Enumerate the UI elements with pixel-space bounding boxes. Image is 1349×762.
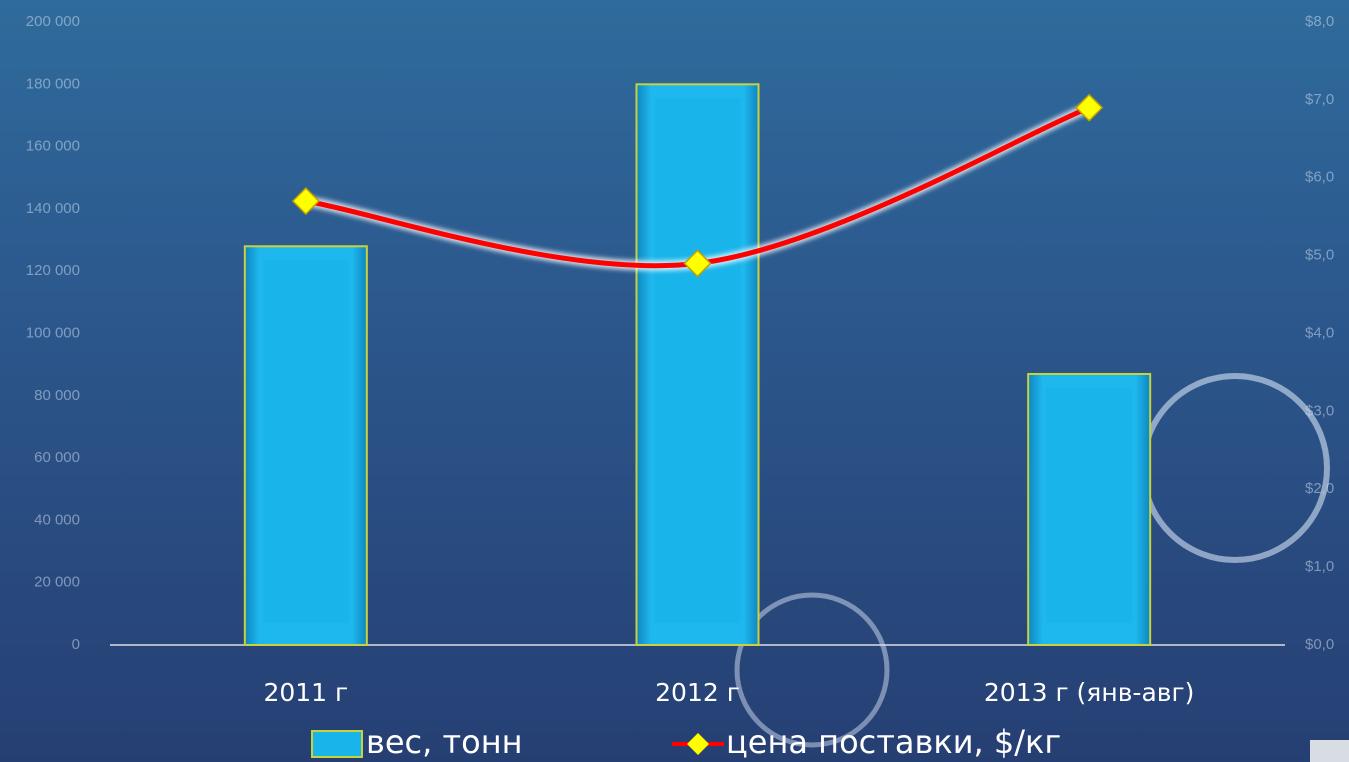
y2-tick-label: $3,0 bbox=[1305, 402, 1334, 419]
bubble bbox=[734, 592, 890, 748]
y-tick-label: 100 000 bbox=[26, 324, 80, 341]
legend-label: цена поставки, $/кг bbox=[726, 723, 1061, 761]
y-tick-label: 60 000 bbox=[34, 449, 80, 466]
y2-tick-label: $5,0 bbox=[1305, 247, 1334, 264]
y2-tick-label: $0,0 bbox=[1305, 636, 1334, 653]
y-tick-label: 120 000 bbox=[26, 262, 80, 279]
bar-face bbox=[262, 260, 349, 623]
y2-tick-label: $2,0 bbox=[1305, 480, 1334, 497]
bar-face bbox=[654, 98, 741, 624]
legend-swatch bbox=[311, 730, 363, 758]
y2-tick-label: $7,0 bbox=[1305, 91, 1334, 108]
x-tick-label: 2012 г bbox=[655, 678, 740, 707]
y-tick-label: 140 000 bbox=[26, 200, 80, 217]
legend-label: вес, тонн bbox=[366, 723, 523, 761]
x-tick-label: 2013 г (янв-авг) bbox=[984, 678, 1195, 707]
corner-box bbox=[1310, 740, 1349, 762]
y2-tick-label: $6,0 bbox=[1305, 169, 1334, 186]
y2-tick-label: $1,0 bbox=[1305, 558, 1334, 575]
y2-tick-label: $4,0 bbox=[1305, 324, 1334, 341]
y-tick-label: 20 000 bbox=[34, 574, 80, 591]
y-tick-label: 80 000 bbox=[34, 387, 80, 404]
marker bbox=[683, 249, 712, 278]
y2-tick-label: $8,0 bbox=[1305, 13, 1334, 30]
y-tick-label: 200 000 bbox=[26, 13, 80, 30]
marker bbox=[291, 187, 320, 216]
marker bbox=[1075, 93, 1104, 122]
y-tick-label: 160 000 bbox=[26, 138, 80, 155]
bar-face bbox=[1046, 387, 1133, 623]
x-tick-label: 2011 г bbox=[263, 678, 348, 707]
y-tick-label: 180 000 bbox=[26, 75, 80, 92]
y-tick-label: 0 bbox=[72, 636, 80, 653]
y-tick-label: 40 000 bbox=[34, 511, 80, 528]
legend-marker bbox=[687, 733, 709, 755]
